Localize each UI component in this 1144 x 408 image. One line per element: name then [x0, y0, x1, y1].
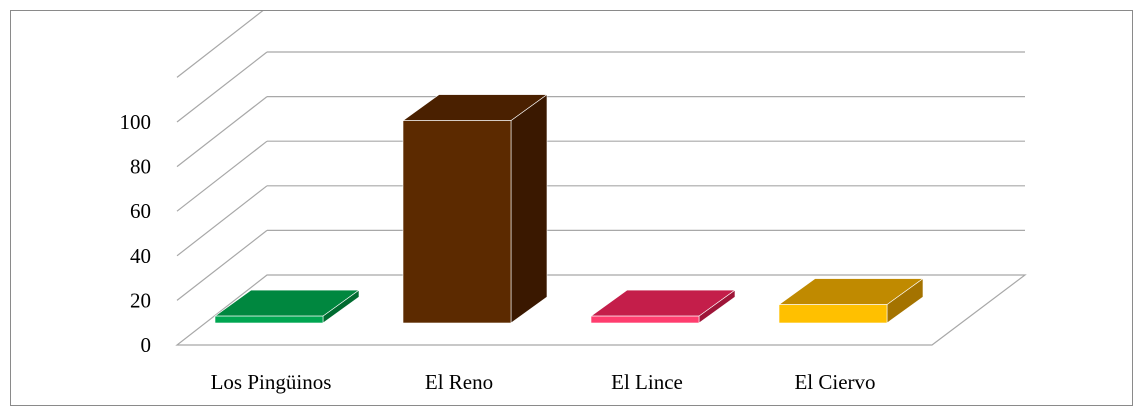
bar [402, 94, 548, 324]
gridline-depth [176, 229, 268, 301]
y-tick-label: 60 [130, 199, 151, 223]
bar-front-face [402, 120, 512, 324]
y-tick-label: 100 [120, 110, 152, 134]
bar [214, 289, 360, 324]
bar [590, 289, 736, 324]
gridline-depth [176, 96, 268, 168]
bar-front-face [778, 304, 888, 324]
chart-frame: 0 20 40 60 80 100 Los Pingüinos El Reno … [10, 10, 1133, 406]
category-label: El Reno [425, 370, 493, 394]
bars [214, 94, 924, 324]
bar [778, 278, 924, 324]
gridline-depth [176, 11, 264, 78]
y-axis-ticks: 0 20 40 60 80 100 [120, 110, 152, 357]
y-tick-label: 0 [141, 333, 152, 357]
bar-front-face [214, 315, 324, 324]
gridline-depth [176, 185, 268, 257]
gridline-depth [176, 140, 268, 212]
gridline-depth [176, 51, 268, 123]
category-label: El Ciervo [794, 370, 875, 394]
y-tick-label: 40 [130, 244, 151, 268]
column-chart-3d: 0 20 40 60 80 100 Los Pingüinos El Reno … [120, 11, 1027, 394]
bar-side-face [510, 94, 548, 324]
gridlines [176, 11, 1025, 301]
bar-front-face [590, 315, 700, 324]
category-label: Los Pingüinos [211, 370, 332, 394]
category-label: El Lince [611, 370, 683, 394]
y-tick-label: 80 [130, 155, 151, 179]
y-tick-label: 20 [130, 288, 151, 312]
x-axis-categories: Los Pingüinos El Reno El Lince El Ciervo [211, 370, 876, 394]
